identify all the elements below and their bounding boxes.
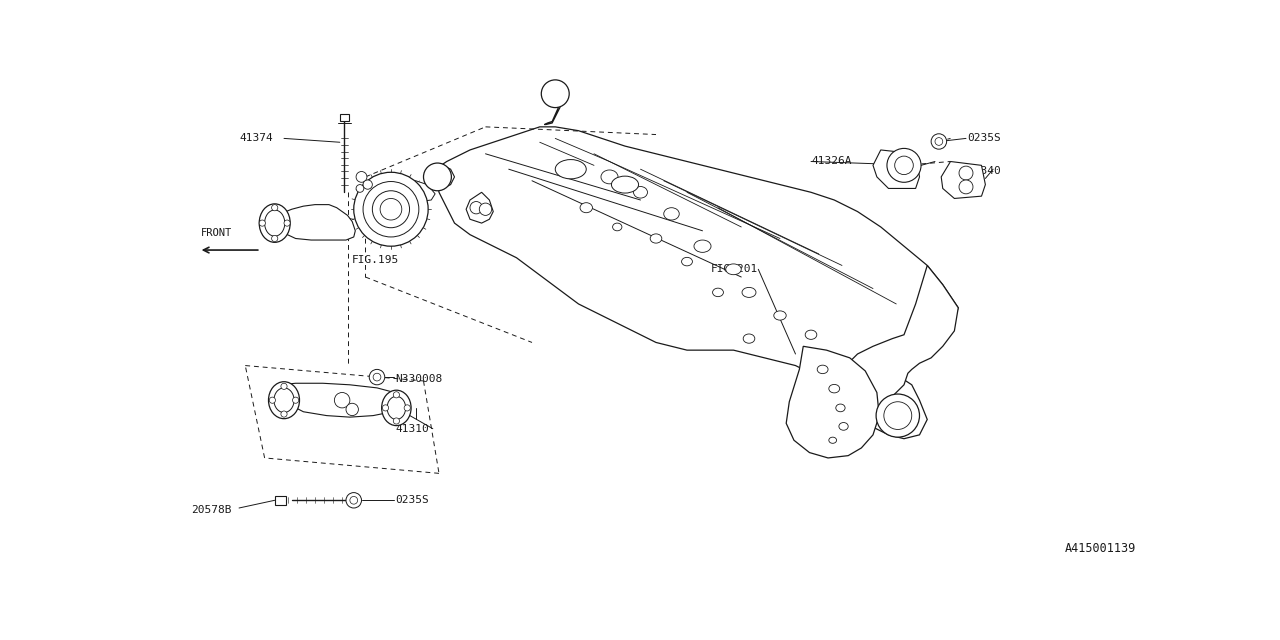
Ellipse shape bbox=[838, 422, 849, 430]
Circle shape bbox=[280, 411, 287, 417]
Circle shape bbox=[383, 405, 389, 411]
Circle shape bbox=[374, 373, 381, 381]
Circle shape bbox=[393, 392, 399, 398]
Circle shape bbox=[356, 184, 364, 192]
Circle shape bbox=[959, 166, 973, 180]
Circle shape bbox=[876, 394, 919, 437]
Circle shape bbox=[404, 405, 411, 411]
Ellipse shape bbox=[387, 396, 406, 419]
Text: FIG.195: FIG.195 bbox=[352, 255, 399, 265]
Polygon shape bbox=[276, 205, 356, 240]
Ellipse shape bbox=[694, 240, 710, 252]
Polygon shape bbox=[435, 127, 959, 438]
Circle shape bbox=[271, 236, 278, 241]
Circle shape bbox=[346, 403, 358, 415]
Ellipse shape bbox=[580, 203, 593, 212]
Ellipse shape bbox=[836, 404, 845, 412]
Ellipse shape bbox=[274, 388, 294, 413]
Circle shape bbox=[259, 220, 265, 226]
Text: FRONT: FRONT bbox=[201, 228, 233, 239]
Ellipse shape bbox=[602, 170, 618, 184]
Polygon shape bbox=[835, 266, 959, 419]
Polygon shape bbox=[431, 165, 454, 188]
Polygon shape bbox=[873, 150, 919, 188]
Text: 41326A: 41326A bbox=[812, 157, 851, 166]
Ellipse shape bbox=[681, 257, 692, 266]
Polygon shape bbox=[941, 161, 986, 198]
Ellipse shape bbox=[805, 330, 817, 339]
Text: FIG.201: FIG.201 bbox=[710, 264, 758, 275]
Circle shape bbox=[959, 180, 973, 194]
Circle shape bbox=[334, 392, 349, 408]
Polygon shape bbox=[544, 88, 563, 125]
Circle shape bbox=[931, 134, 947, 149]
Polygon shape bbox=[339, 114, 349, 122]
Text: 41340: 41340 bbox=[968, 166, 1001, 176]
Text: 41310: 41310 bbox=[396, 424, 429, 434]
Ellipse shape bbox=[381, 390, 411, 426]
Polygon shape bbox=[275, 383, 404, 417]
Circle shape bbox=[271, 205, 278, 211]
Polygon shape bbox=[379, 180, 435, 202]
Circle shape bbox=[895, 156, 914, 175]
Polygon shape bbox=[466, 192, 493, 223]
Ellipse shape bbox=[829, 385, 840, 393]
Ellipse shape bbox=[664, 208, 680, 220]
Circle shape bbox=[284, 220, 291, 226]
Circle shape bbox=[372, 191, 410, 228]
Ellipse shape bbox=[713, 288, 723, 296]
Circle shape bbox=[380, 198, 402, 220]
Ellipse shape bbox=[726, 264, 741, 275]
Text: A415001139: A415001139 bbox=[1065, 541, 1137, 554]
Circle shape bbox=[293, 397, 298, 403]
Circle shape bbox=[884, 402, 911, 429]
Polygon shape bbox=[786, 346, 879, 458]
Polygon shape bbox=[360, 184, 420, 231]
Ellipse shape bbox=[817, 365, 828, 374]
Text: 41374: 41374 bbox=[239, 133, 273, 143]
Circle shape bbox=[269, 397, 275, 403]
Circle shape bbox=[934, 138, 943, 145]
Ellipse shape bbox=[774, 311, 786, 320]
Text: N330008: N330008 bbox=[396, 374, 443, 383]
Polygon shape bbox=[387, 177, 415, 194]
Text: 0235S: 0235S bbox=[396, 495, 429, 506]
Circle shape bbox=[364, 180, 372, 189]
Circle shape bbox=[349, 497, 357, 504]
Ellipse shape bbox=[744, 334, 755, 343]
Ellipse shape bbox=[650, 234, 662, 243]
Circle shape bbox=[424, 163, 452, 191]
Circle shape bbox=[541, 80, 570, 108]
Ellipse shape bbox=[612, 176, 639, 193]
Circle shape bbox=[470, 202, 483, 214]
Circle shape bbox=[364, 182, 419, 237]
Circle shape bbox=[356, 172, 367, 182]
Ellipse shape bbox=[269, 381, 300, 419]
Ellipse shape bbox=[259, 204, 291, 243]
Ellipse shape bbox=[829, 437, 837, 444]
Ellipse shape bbox=[613, 223, 622, 231]
Polygon shape bbox=[275, 495, 285, 505]
Circle shape bbox=[369, 369, 385, 385]
Circle shape bbox=[346, 493, 361, 508]
Circle shape bbox=[280, 383, 287, 389]
Ellipse shape bbox=[742, 287, 756, 298]
Text: 20578B: 20578B bbox=[191, 504, 232, 515]
Ellipse shape bbox=[556, 159, 586, 179]
Ellipse shape bbox=[265, 210, 284, 236]
Circle shape bbox=[479, 203, 492, 216]
Text: 0235S: 0235S bbox=[968, 133, 1001, 143]
Circle shape bbox=[393, 418, 399, 424]
Ellipse shape bbox=[634, 186, 648, 198]
Circle shape bbox=[887, 148, 922, 182]
Circle shape bbox=[353, 172, 428, 246]
